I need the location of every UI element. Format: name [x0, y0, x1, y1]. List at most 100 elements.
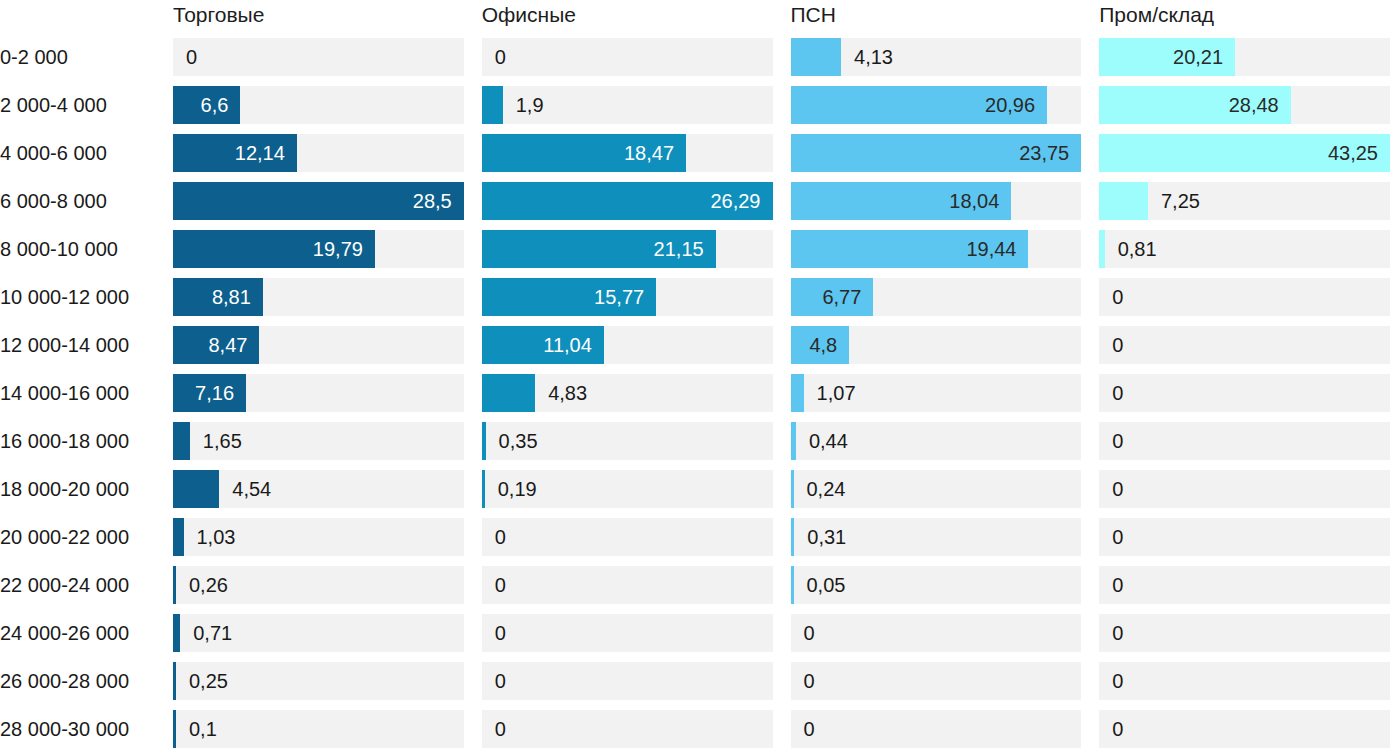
bar-track: 0,1 [173, 710, 464, 748]
value-label: 28,5 [173, 182, 464, 220]
value-label: 0,26 [189, 566, 228, 604]
bar-track: 20,21 [1099, 38, 1390, 76]
bar-track: 8,81 [173, 278, 464, 316]
chart-rows: 0-2 000004,1320,212 000-4 0006,61,920,96… [0, 38, 1400, 748]
price-distribution-chart: Торговые Офисные ПСН Пром/склад 0-2 0000… [0, 0, 1400, 748]
value-label: 20,21 [1099, 38, 1235, 76]
value-label: 21,15 [482, 230, 716, 268]
chart-row: 6 000-8 000 28,5 26,29 18,04 7,25 [0, 182, 1400, 220]
value-label: 11,04 [482, 326, 604, 364]
bar-track: 4,8 [791, 326, 1082, 364]
bar-track: 4,54 [173, 470, 464, 508]
value-label: 23,75 [791, 134, 1082, 172]
bar-track: 0 [1099, 278, 1390, 316]
value-label: 0 [804, 614, 815, 652]
bar [173, 566, 176, 604]
bar-track: 0 [173, 38, 464, 76]
value-label: 0,25 [189, 662, 228, 700]
category-label: 6 000-8 000 [0, 182, 155, 220]
bar [1099, 182, 1148, 220]
category-label: 8 000-10 000 [0, 230, 155, 268]
column-headers: Торговые Офисные ПСН Пром/склад [0, 0, 1400, 38]
value-label: 1,07 [817, 374, 856, 412]
bar-track: 21,15 [482, 230, 773, 268]
bar-track: 15,77 [482, 278, 773, 316]
bar-track: 0 [1099, 614, 1390, 652]
chart-row: 0-2 000 0 0 4,13 20,21 [0, 38, 1400, 76]
category-label: 0-2 000 [0, 38, 155, 76]
bar-track: 7,16 [173, 374, 464, 412]
value-label: 0 [495, 518, 506, 556]
value-label: 0 [1112, 710, 1123, 748]
bar-track: 6,77 [791, 278, 1082, 316]
chart-row: 8 000-10 00019,7921,1519,440,81 [0, 230, 1400, 268]
value-label: 4,83 [548, 374, 587, 412]
series-header-psn: ПСН [791, 0, 1082, 38]
bar-track: 0 [1099, 662, 1390, 700]
value-label: 8,81 [173, 278, 263, 316]
category-label: 10 000-12 000 [0, 278, 155, 316]
category-label: 18 000-20 000 [0, 470, 155, 508]
bar [173, 422, 190, 460]
chart-row: 22 000-24 0000,2600,050 [0, 566, 1400, 604]
chart-row: 26 000-28 0000,25000 [0, 662, 1400, 700]
value-label: 0 [804, 662, 815, 700]
bar [173, 710, 176, 748]
bar-track: 4,83 [482, 374, 773, 412]
bar-track: 0,71 [173, 614, 464, 652]
value-label: 0,81 [1118, 230, 1157, 268]
value-label: 0,19 [498, 470, 537, 508]
value-label: 12,14 [173, 134, 297, 172]
chart-row: 24 000-26 0000,71000 [0, 614, 1400, 652]
value-label: 0 [1112, 374, 1123, 412]
bar-track: 0,24 [791, 470, 1082, 508]
value-label: 4,13 [854, 38, 893, 76]
bar-track: 0 [1099, 566, 1390, 604]
value-label: 6,6 [173, 86, 240, 124]
bar-track: 26,29 [482, 182, 773, 220]
bar-track: 11,04 [482, 326, 773, 364]
bar-track: 18,04 [791, 182, 1082, 220]
value-label: 19,79 [173, 230, 375, 268]
bar [173, 614, 180, 652]
value-label: 0 [186, 38, 197, 76]
value-label: 6,77 [791, 278, 874, 316]
bar-track: 0 [482, 662, 773, 700]
value-label: 1,9 [516, 86, 544, 124]
bar [791, 422, 796, 460]
bar-track: 0,25 [173, 662, 464, 700]
bar-track: 0 [791, 614, 1082, 652]
bar-track: 0,05 [791, 566, 1082, 604]
value-label: 26,29 [482, 182, 773, 220]
value-label: 0 [804, 710, 815, 748]
chart-row: 4 000-6 00012,1418,4723,7543,25 [0, 134, 1400, 172]
bar [791, 38, 842, 76]
bar [791, 374, 804, 412]
bar-track: 0 [482, 38, 773, 76]
value-label: 0 [1112, 470, 1123, 508]
value-label: 0 [1112, 278, 1123, 316]
value-label: 0 [1112, 518, 1123, 556]
bar-track: 1,9 [482, 86, 773, 124]
bar-track: 0,35 [482, 422, 773, 460]
bar [482, 374, 535, 412]
series-header-torgovye: Торговые [173, 0, 464, 38]
value-label: 0 [1112, 566, 1123, 604]
category-label: 26 000-28 000 [0, 662, 155, 700]
value-label: 1,65 [203, 422, 242, 460]
bar-track: 0,81 [1099, 230, 1390, 268]
value-label: 7,16 [173, 374, 246, 412]
bar [173, 470, 219, 508]
chart-row: 10 000-12 000 8,81 15,77 6,77 0 [0, 278, 1400, 316]
value-label: 0 [495, 710, 506, 748]
category-label: 14 000-16 000 [0, 374, 155, 412]
category-label: 2 000-4 000 [0, 86, 155, 124]
chart-row: 2 000-4 0006,61,920,9628,48 [0, 86, 1400, 124]
value-label: 0 [495, 38, 506, 76]
bar-track: 20,96 [791, 86, 1082, 124]
value-label: 7,25 [1161, 182, 1200, 220]
series-header-ofisnye: Офисные [482, 0, 773, 38]
value-label: 0 [495, 614, 506, 652]
bar-track: 0 [1099, 326, 1390, 364]
chart-row: 20 000-22 0001,0300,310 [0, 518, 1400, 556]
